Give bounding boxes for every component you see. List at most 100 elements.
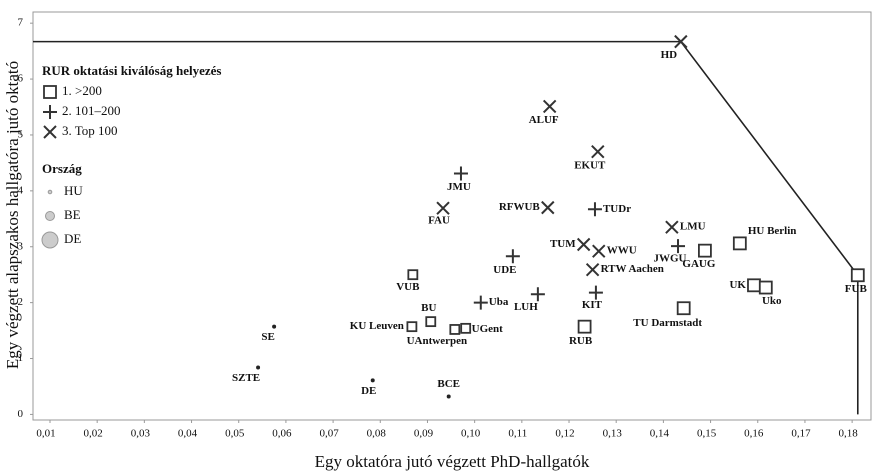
cross [43,125,57,139]
point [460,322,472,334]
point-label: LMU [680,221,706,233]
point-label: JMU [447,181,471,193]
legend-label: HU [64,183,83,198]
point-label: FAU [428,215,450,227]
legend-size [41,231,59,249]
cross [541,200,555,215]
point [588,285,603,300]
point [758,280,773,295]
x-tick-label: 0,06 [272,428,292,440]
point-label: SZTE [232,372,260,384]
point [587,202,602,217]
cross [591,145,605,159]
point [256,365,261,370]
x-axis-label: Egy oktatóra jutó végzett PhD-hallgatók [315,452,590,471]
x-tick-label: 0,13 [603,428,623,440]
square [449,324,461,335]
legend-label: BE [64,207,81,222]
point-label: VUB [396,281,420,293]
square [460,322,472,334]
cross [674,34,688,49]
plus [453,166,468,181]
x-tick-label: 0,17 [791,428,811,440]
point-label: DE [361,385,376,397]
x-tick-label: 0,09 [414,428,434,440]
point-label: EKUT [574,159,606,171]
x-tick-label: 0,03 [131,428,151,440]
x-tick-label: 0,14 [650,428,670,440]
x-tick-label: 0,08 [367,428,387,440]
point [585,262,600,277]
x-tick-label: 0,11 [508,428,527,440]
point [425,316,437,328]
dot [446,394,451,399]
point-label: KU Leuven [350,320,404,332]
point [43,85,57,99]
point [530,287,545,302]
point [732,236,747,251]
cross [665,220,679,234]
point [370,378,375,383]
point-label: Uko [762,295,782,307]
square [747,278,761,293]
point-label: UDE [493,264,516,276]
square [758,280,773,295]
y-tick-label: 6 [18,73,24,85]
point [671,239,686,254]
point [407,269,419,281]
square [407,269,419,281]
legend-title: RUR oktatási kiválóság helyezés [42,63,221,78]
point-label: SE [261,331,274,343]
y-tick-label: 4 [18,184,24,196]
x-tick-label: 0,18 [839,428,859,440]
square [732,236,747,251]
dot [256,365,261,370]
point-label: HU Berlin [748,225,797,237]
point [43,105,57,119]
x-tick-label: 0,01 [36,428,55,440]
square [406,321,418,333]
cross [592,244,606,258]
point [541,200,555,215]
point-label: RFWUB [499,201,541,213]
point-label: TU Darmstadt [633,317,702,329]
point [446,394,451,399]
point [436,201,450,215]
frontier-line [33,40,859,415]
legend-label: 2. 101–200 [62,103,121,118]
legend-label: 3. Top 100 [62,123,118,138]
point-label: FUB [845,283,868,295]
point-label: KIT [582,299,603,311]
plus [588,285,603,300]
y-axis-label: Egy végzett alapszakos hallgatóra jutó o… [3,61,22,369]
legend-title: Ország [42,161,82,176]
cross [542,99,557,114]
x-tick-label: 0,07 [319,428,339,440]
y-tick-label: 0 [18,408,24,420]
square [43,85,57,99]
y-tick-label: 2 [18,296,24,308]
y-tick-label: 3 [18,240,24,252]
point-label: JWGU [654,253,687,265]
point-label: GAUG [682,258,715,270]
point-label: RTW Aachen [601,263,664,275]
x-tick-label: 0,16 [744,428,764,440]
point [577,319,592,334]
x-tick-label: 0,15 [697,428,717,440]
point [473,295,488,310]
point [592,244,606,258]
x-tick-label: 0,12 [555,428,574,440]
plot-frame [32,11,872,421]
x-tick-label: 0,04 [178,428,198,440]
plus [671,239,686,254]
point [542,99,557,114]
point-label: UGent [472,323,504,335]
point-label: BU [421,302,436,314]
plus [473,295,488,310]
x-tick-label: 0,02 [84,428,103,440]
point [43,125,57,139]
point-label: BCE [437,378,460,390]
y-tick-label: 7 [18,17,24,29]
x-tick-label: 0,10 [461,428,481,440]
point [850,268,865,283]
